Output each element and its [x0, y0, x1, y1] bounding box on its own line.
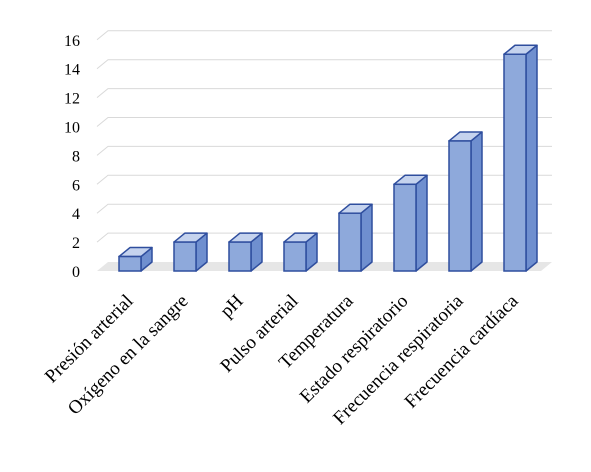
bar — [338, 203, 373, 272]
y-tick-label: 0 — [72, 264, 80, 281]
gridline — [96, 117, 552, 127]
x-tick-label: pH — [216, 290, 247, 321]
gridline — [96, 30, 552, 41]
bar — [393, 174, 428, 272]
y-axis-ticks: 0 2 4 6 8 10 12 14 16 — [64, 33, 80, 281]
bar — [173, 232, 208, 272]
bar — [503, 44, 538, 272]
y-tick-label: 16 — [64, 33, 80, 50]
y-tick-label: 4 — [72, 206, 80, 223]
y-tick-label: 2 — [72, 235, 80, 252]
y-tick-label: 10 — [64, 120, 80, 137]
chart-floor — [97, 262, 552, 271]
bar-front-face — [448, 140, 472, 272]
bar-front-face — [338, 212, 362, 272]
gridline — [96, 174, 552, 185]
bar — [118, 246, 153, 272]
bars-layer — [118, 44, 538, 272]
chart-floor-plane — [97, 262, 552, 271]
bar-front-face — [503, 53, 527, 272]
gridline — [96, 145, 552, 156]
bar — [228, 232, 263, 272]
y-tick-label: 8 — [72, 148, 80, 165]
bar-front-face — [173, 241, 197, 272]
bar-side-face — [470, 131, 483, 272]
bar-front-face — [228, 241, 252, 272]
y-tick-label: 14 — [64, 62, 80, 79]
grid-layer — [96, 30, 552, 243]
bar-front-face — [283, 241, 307, 272]
gridline — [96, 203, 552, 214]
bar-front-face — [118, 255, 142, 272]
gridline — [96, 88, 552, 98]
gridline — [96, 59, 552, 70]
y-tick-label: 6 — [72, 177, 80, 194]
bar-side-face — [415, 174, 428, 272]
bar — [283, 232, 318, 272]
bar-front-face — [393, 183, 417, 272]
bar — [448, 131, 483, 272]
bar-side-face — [360, 203, 373, 272]
bar-side-face — [525, 44, 538, 272]
gridline — [96, 232, 552, 243]
y-tick-label: 12 — [64, 91, 80, 108]
